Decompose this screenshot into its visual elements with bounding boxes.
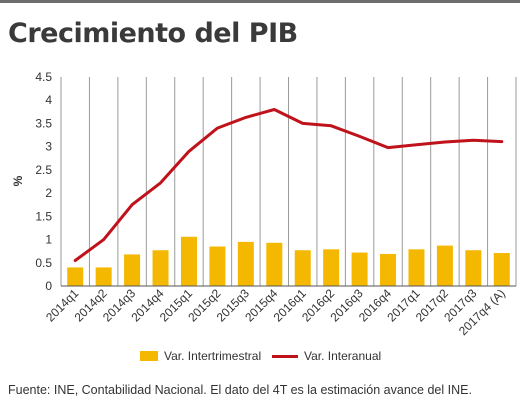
top-rule <box>0 0 520 3</box>
legend-swatch-line <box>272 354 298 358</box>
y-tick-label: 0.5 <box>35 256 52 270</box>
bar <box>152 250 169 286</box>
y-tick-label: 1 <box>45 233 52 247</box>
bar <box>294 250 311 286</box>
bar <box>95 267 112 286</box>
legend-swatch-bar <box>140 351 158 361</box>
legend-label-line: Var. Interanual <box>304 349 382 363</box>
y-tick-label: 4.5 <box>35 70 52 84</box>
legend: Var. Intertrimestral Var. Interanual <box>0 349 520 365</box>
bar <box>237 241 254 286</box>
y-tick-label: 2.5 <box>35 163 52 177</box>
series-line-interanual <box>73 108 504 262</box>
y-tick-label: 0 <box>45 279 52 293</box>
bar <box>67 267 84 286</box>
y-tick-label: 3 <box>45 140 52 154</box>
y-tick-label: 3.5 <box>35 116 52 130</box>
legend-label-bar: Var. Intertrimestral <box>164 349 262 363</box>
chart-title: Crecimiento del PIB <box>8 18 298 49</box>
bar <box>493 253 510 286</box>
bar <box>380 253 397 286</box>
source-note: Fuente: INE, Contabilidad Nacional. El d… <box>8 383 472 397</box>
bar <box>351 252 368 286</box>
bar <box>436 245 453 286</box>
bar <box>124 254 141 286</box>
y-tick-label: 4 <box>45 93 52 107</box>
bar <box>465 250 482 286</box>
bar <box>323 249 340 286</box>
y-axis-label: % <box>11 175 25 186</box>
y-tick-label: 1.5 <box>35 209 52 223</box>
bar <box>408 249 425 286</box>
bar <box>266 242 283 286</box>
bar <box>209 246 226 286</box>
legend-item-bar: Var. Intertrimestral <box>140 349 261 363</box>
bar <box>180 236 197 286</box>
y-tick-label: 2 <box>45 186 52 200</box>
legend-item-line: Var. Interanual <box>272 349 381 363</box>
